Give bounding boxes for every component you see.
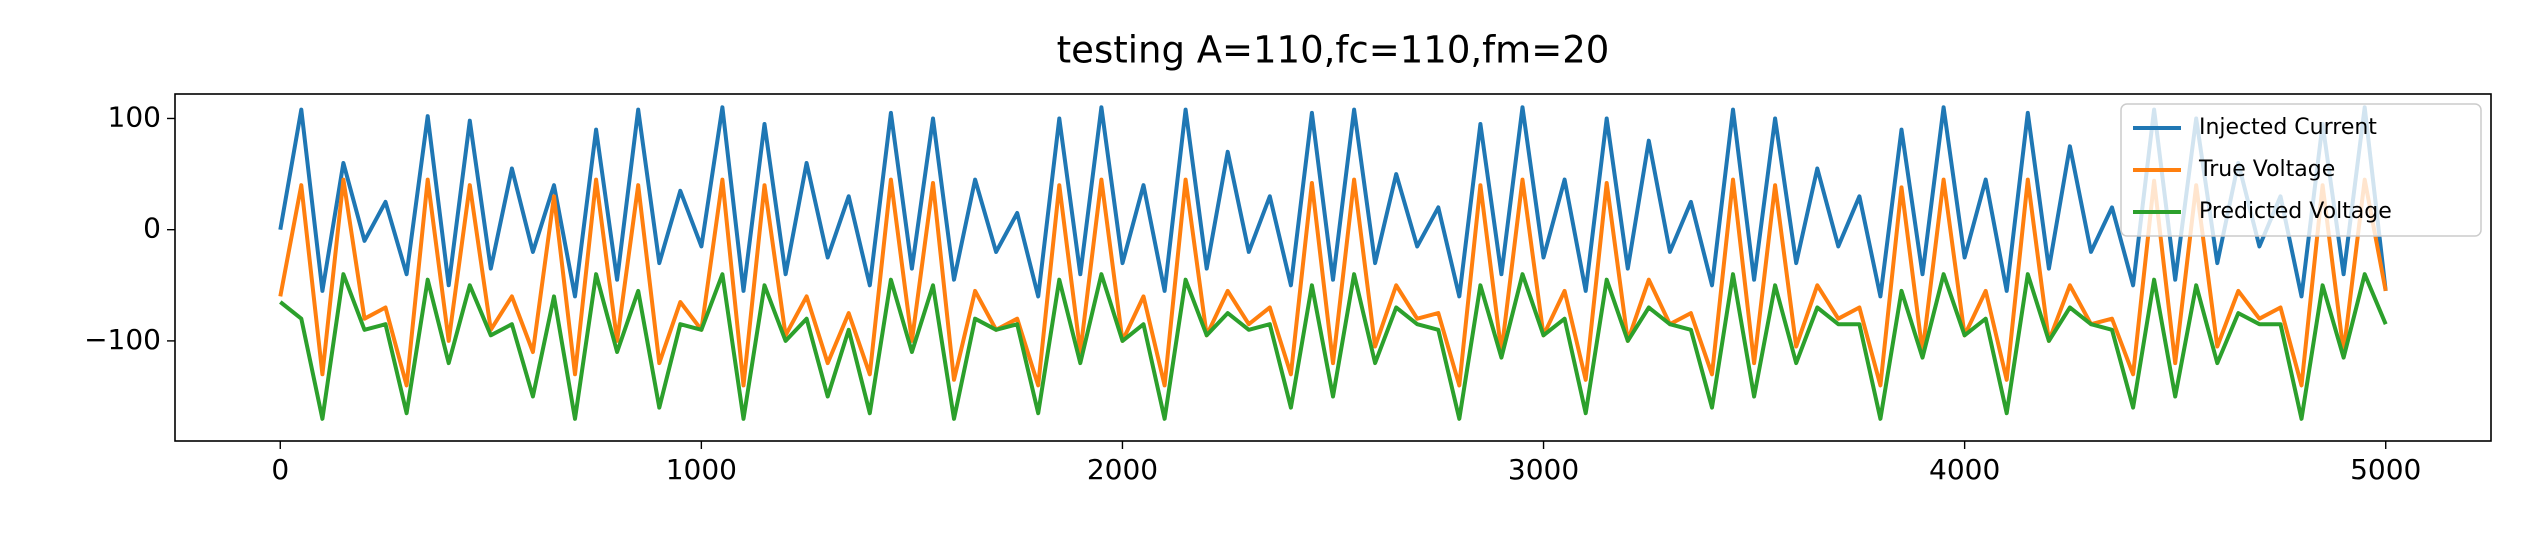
- x-tick-label: 5000: [2350, 453, 2421, 486]
- series-line: [279, 272, 2388, 421]
- legend-label: Injected Current: [2199, 115, 2377, 140]
- legend-box: [2120, 103, 2482, 237]
- axes-frame: [174, 93, 2492, 442]
- x-tick-label: 1000: [666, 453, 737, 486]
- x-tick-label: 2000: [1087, 453, 1158, 486]
- chart-title: testing A=110,fc=110,fm=20: [1057, 29, 1610, 72]
- y-tick-label: 0: [143, 212, 161, 245]
- x-tick-label: 0: [271, 453, 289, 486]
- series-line: [278, 105, 2388, 299]
- legend-label: Predicted Voltage: [2199, 199, 2392, 224]
- series-line: [278, 177, 2388, 388]
- x-tick-label: 4000: [1929, 453, 2000, 486]
- legend-label: True Voltage: [2198, 157, 2335, 182]
- y-tick-label: 100: [108, 100, 161, 133]
- x-tick-label: 3000: [1508, 453, 1579, 486]
- y-tick-label: −100: [84, 323, 161, 356]
